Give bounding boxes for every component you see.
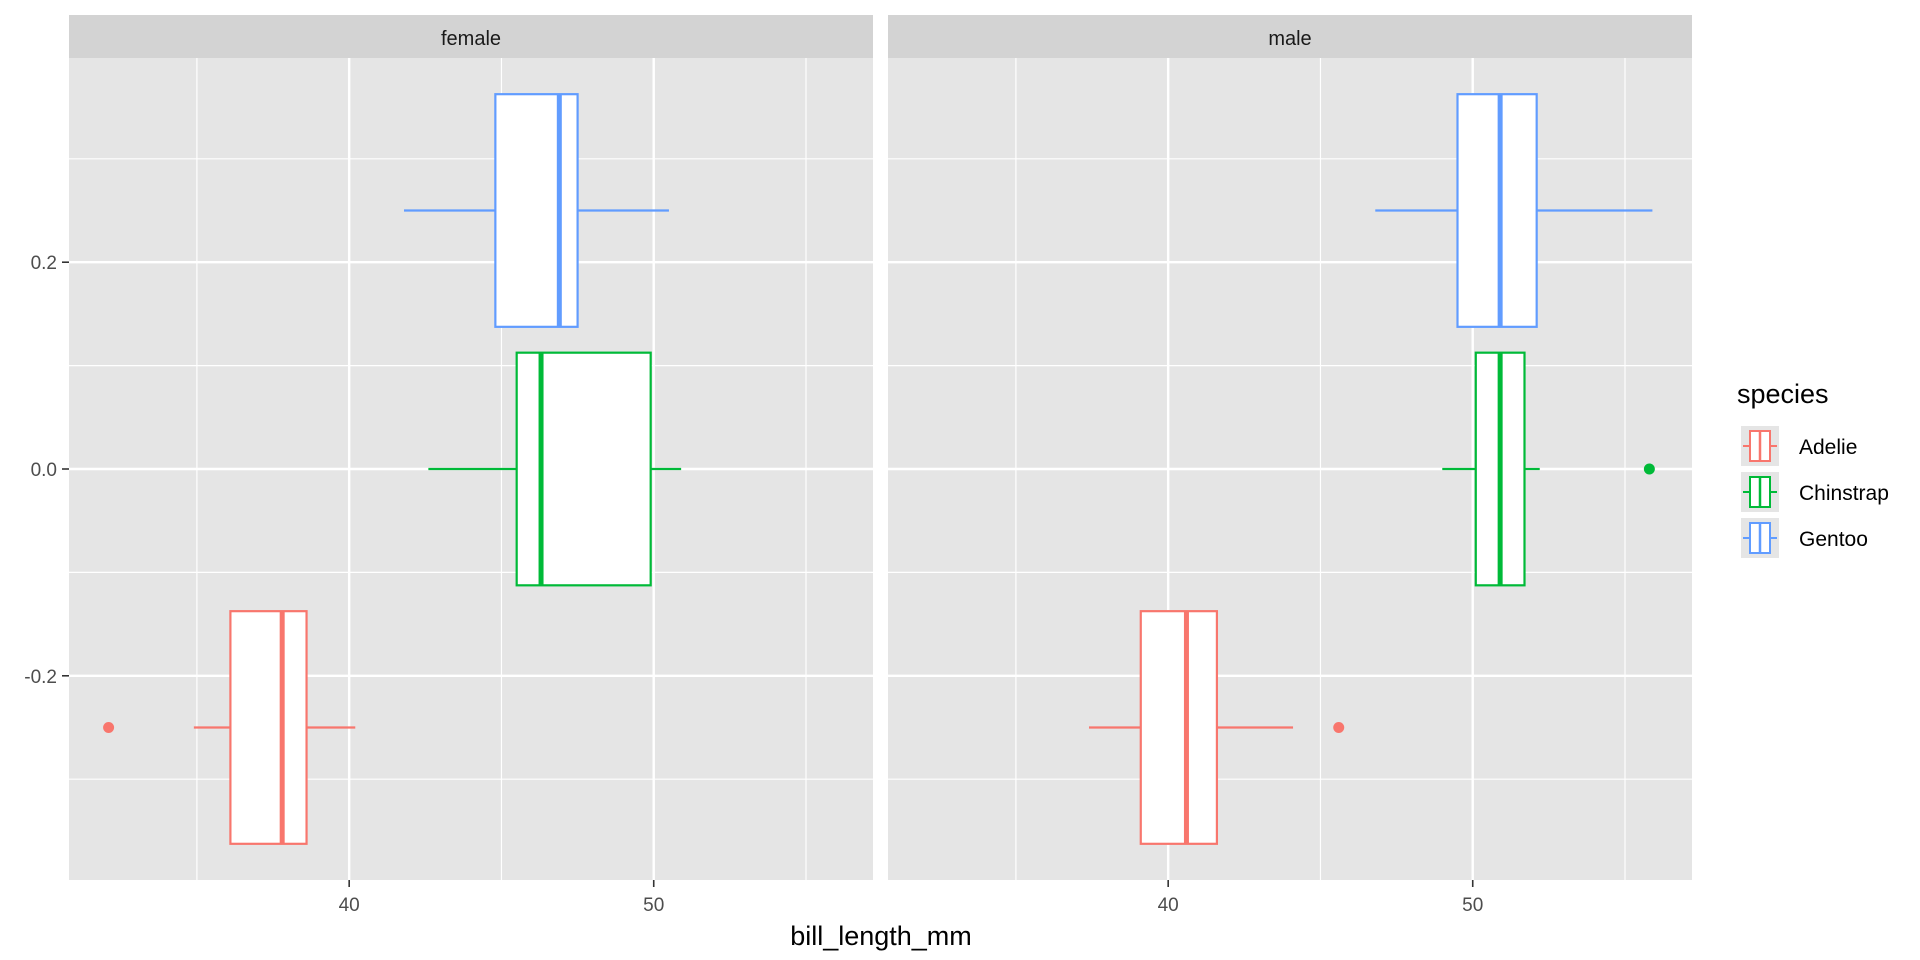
outlier-point (1333, 721, 1345, 733)
panels-layer: female male (69, 15, 1692, 880)
y-tick-label: -0.2 (24, 667, 57, 688)
legend-item-adelie: Adelie (1741, 426, 1857, 466)
y-tick-label: 0.2 (31, 253, 57, 274)
x-axis-title: bill_length_mm (790, 921, 972, 951)
box-iqr (229, 610, 308, 845)
legend-label-chinstrap: Chinstrap (1799, 482, 1889, 505)
x-tick-label: 50 (643, 895, 664, 916)
legend-label-gentoo: Gentoo (1799, 528, 1868, 551)
y-tick-label: 0.0 (31, 460, 57, 481)
legend-label-adelie: Adelie (1799, 436, 1857, 459)
facet-strip-label-male: male (1268, 28, 1311, 50)
x-tick-label: 40 (1158, 895, 1179, 916)
box-chinstrap-female (428, 351, 682, 587)
box-chinstrap-male (1442, 351, 1655, 587)
box-gentoo-female (404, 93, 669, 328)
box-iqr (515, 351, 652, 587)
box-adelie-female (103, 610, 356, 845)
facet-panel-male: male (888, 15, 1692, 880)
legend: species Adelie Chinstrap Gentoo (1737, 379, 1889, 558)
box-iqr (494, 93, 579, 328)
legend-item-chinstrap: Chinstrap (1741, 472, 1889, 512)
legend-title: species (1737, 379, 1829, 409)
facet-strip-label-female: female (441, 28, 501, 50)
facet-strip-male (888, 15, 1692, 58)
facet-panel-female: female (69, 15, 873, 880)
box-iqr (1139, 610, 1219, 845)
outlier-point (1643, 463, 1655, 475)
x-tick-label: 40 (339, 895, 360, 916)
box-iqr (1456, 93, 1538, 328)
box-gentoo-male (1375, 93, 1653, 328)
x-tick-label: 50 (1462, 895, 1483, 916)
x-axis: 40 50 40 50 (339, 880, 1483, 916)
y-axis: -0.2 0.0 0.2 (24, 253, 69, 688)
facet-strip-female (69, 15, 873, 58)
outlier-point (103, 721, 115, 733)
box-adelie-male (1089, 610, 1345, 845)
legend-item-gentoo: Gentoo (1741, 518, 1868, 558)
